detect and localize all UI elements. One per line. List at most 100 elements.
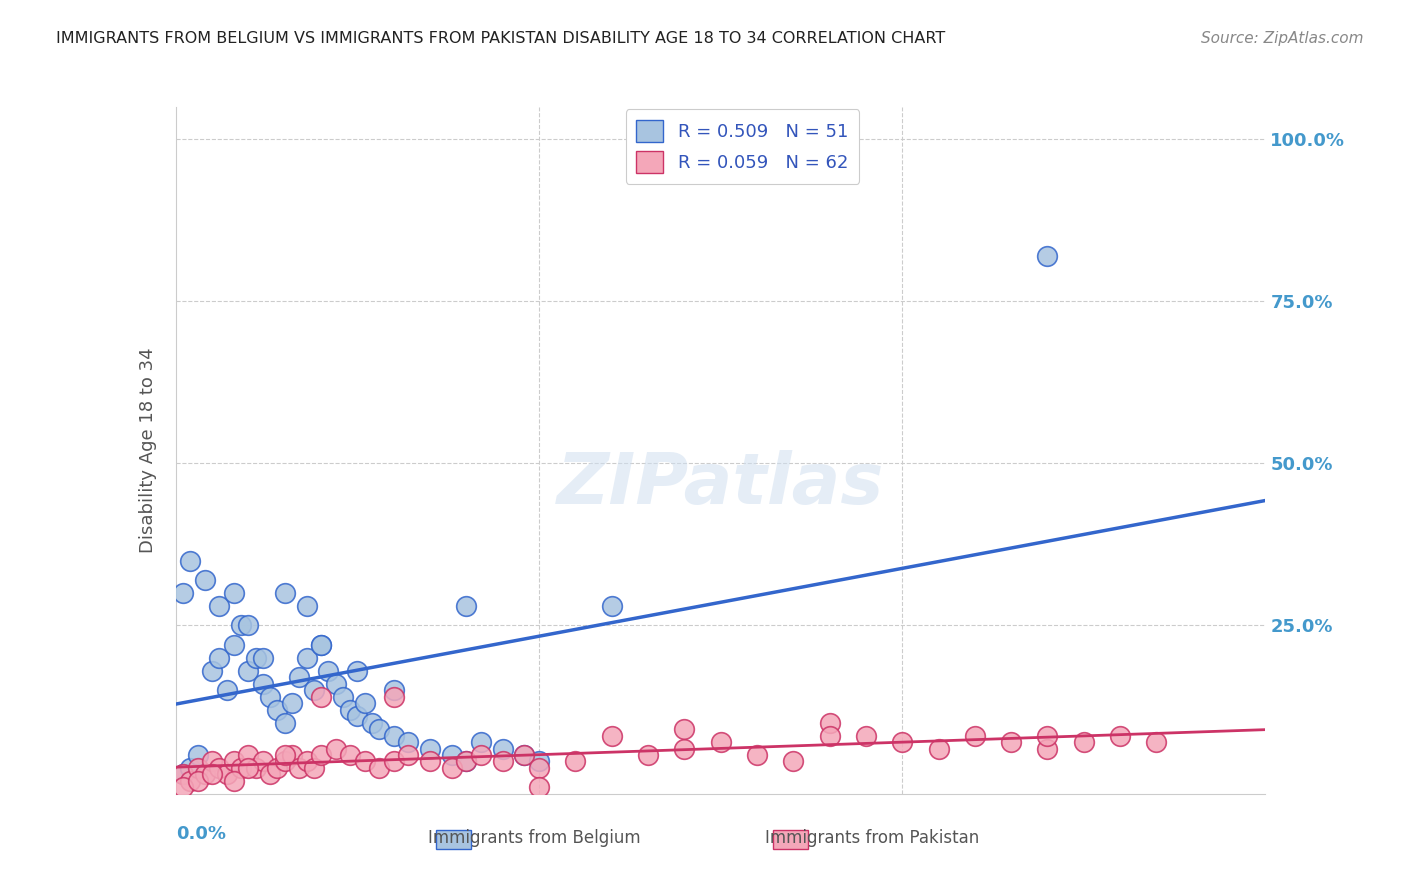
- Point: [252, 755, 274, 769]
- Y-axis label: Disability Age 18 to 34: Disability Age 18 to 34: [139, 348, 157, 553]
- Point: [201, 664, 224, 678]
- Point: [208, 761, 231, 775]
- Point: [818, 715, 841, 730]
- Point: [179, 773, 201, 788]
- Point: [252, 650, 274, 665]
- Point: [231, 618, 253, 632]
- Point: [673, 741, 696, 756]
- Point: [222, 773, 245, 788]
- Point: [274, 755, 297, 769]
- Point: [368, 722, 391, 736]
- Point: [470, 735, 492, 749]
- Point: [208, 650, 231, 665]
- Point: [295, 755, 318, 769]
- Point: [382, 690, 405, 704]
- Point: [172, 780, 194, 795]
- Point: [266, 761, 288, 775]
- Point: [419, 741, 441, 756]
- Point: [600, 599, 623, 613]
- Point: [513, 747, 536, 762]
- Point: [222, 638, 245, 652]
- Point: [527, 761, 550, 775]
- Point: [513, 747, 536, 762]
- Point: [186, 773, 209, 788]
- Point: [527, 780, 550, 795]
- Text: ZIPatlas: ZIPatlas: [557, 450, 884, 519]
- Point: [492, 755, 515, 769]
- Point: [353, 755, 375, 769]
- Point: [215, 683, 238, 698]
- Point: [745, 747, 768, 762]
- Point: [201, 755, 224, 769]
- Point: [1073, 735, 1095, 749]
- Point: [309, 747, 332, 762]
- Point: [309, 690, 332, 704]
- Point: [274, 715, 297, 730]
- Point: [245, 650, 267, 665]
- Text: 0.0%: 0.0%: [176, 825, 226, 843]
- Point: [238, 761, 260, 775]
- Point: [172, 767, 194, 781]
- Point: [456, 755, 478, 769]
- Text: Immigrants from Pakistan: Immigrants from Pakistan: [765, 830, 979, 847]
- Point: [492, 741, 515, 756]
- Point: [710, 735, 733, 749]
- Point: [295, 599, 318, 613]
- Point: [818, 729, 841, 743]
- Point: [470, 747, 492, 762]
- Point: [782, 755, 804, 769]
- Point: [600, 729, 623, 743]
- Point: [194, 767, 217, 781]
- Point: [201, 767, 224, 781]
- Point: [231, 761, 253, 775]
- Legend: R = 0.509   N = 51, R = 0.059   N = 62: R = 0.509 N = 51, R = 0.059 N = 62: [626, 109, 859, 184]
- Point: [346, 664, 368, 678]
- Point: [1036, 741, 1059, 756]
- Text: Immigrants from Belgium: Immigrants from Belgium: [427, 830, 641, 847]
- Point: [281, 696, 304, 710]
- Point: [673, 722, 696, 736]
- Point: [222, 586, 245, 600]
- Point: [339, 703, 361, 717]
- Point: [332, 690, 354, 704]
- Point: [891, 735, 914, 749]
- Point: [281, 747, 304, 762]
- Point: [564, 755, 586, 769]
- Point: [419, 755, 441, 769]
- Point: [368, 761, 391, 775]
- Point: [1109, 729, 1132, 743]
- Point: [1036, 729, 1059, 743]
- Point: [238, 618, 260, 632]
- Point: [440, 747, 463, 762]
- Point: [928, 741, 950, 756]
- Point: [1146, 735, 1168, 749]
- Point: [302, 761, 325, 775]
- Point: [208, 599, 231, 613]
- Point: [274, 586, 297, 600]
- Point: [274, 747, 297, 762]
- Point: [396, 735, 419, 749]
- Point: [302, 683, 325, 698]
- Point: [325, 741, 347, 756]
- Point: [238, 664, 260, 678]
- Text: Source: ZipAtlas.com: Source: ZipAtlas.com: [1201, 31, 1364, 46]
- Point: [259, 767, 281, 781]
- Point: [360, 715, 382, 730]
- Text: IMMIGRANTS FROM BELGIUM VS IMMIGRANTS FROM PAKISTAN DISABILITY AGE 18 TO 34 CORR: IMMIGRANTS FROM BELGIUM VS IMMIGRANTS FR…: [56, 31, 945, 46]
- Point: [238, 747, 260, 762]
- Point: [172, 586, 194, 600]
- Point: [382, 683, 405, 698]
- Point: [440, 761, 463, 775]
- Point: [456, 755, 478, 769]
- Point: [325, 677, 347, 691]
- Point: [172, 767, 194, 781]
- Point: [266, 703, 288, 717]
- Point: [346, 709, 368, 723]
- Point: [215, 767, 238, 781]
- Point: [186, 747, 209, 762]
- Point: [456, 599, 478, 613]
- Point: [339, 747, 361, 762]
- Point: [382, 729, 405, 743]
- Point: [309, 638, 332, 652]
- Point: [259, 690, 281, 704]
